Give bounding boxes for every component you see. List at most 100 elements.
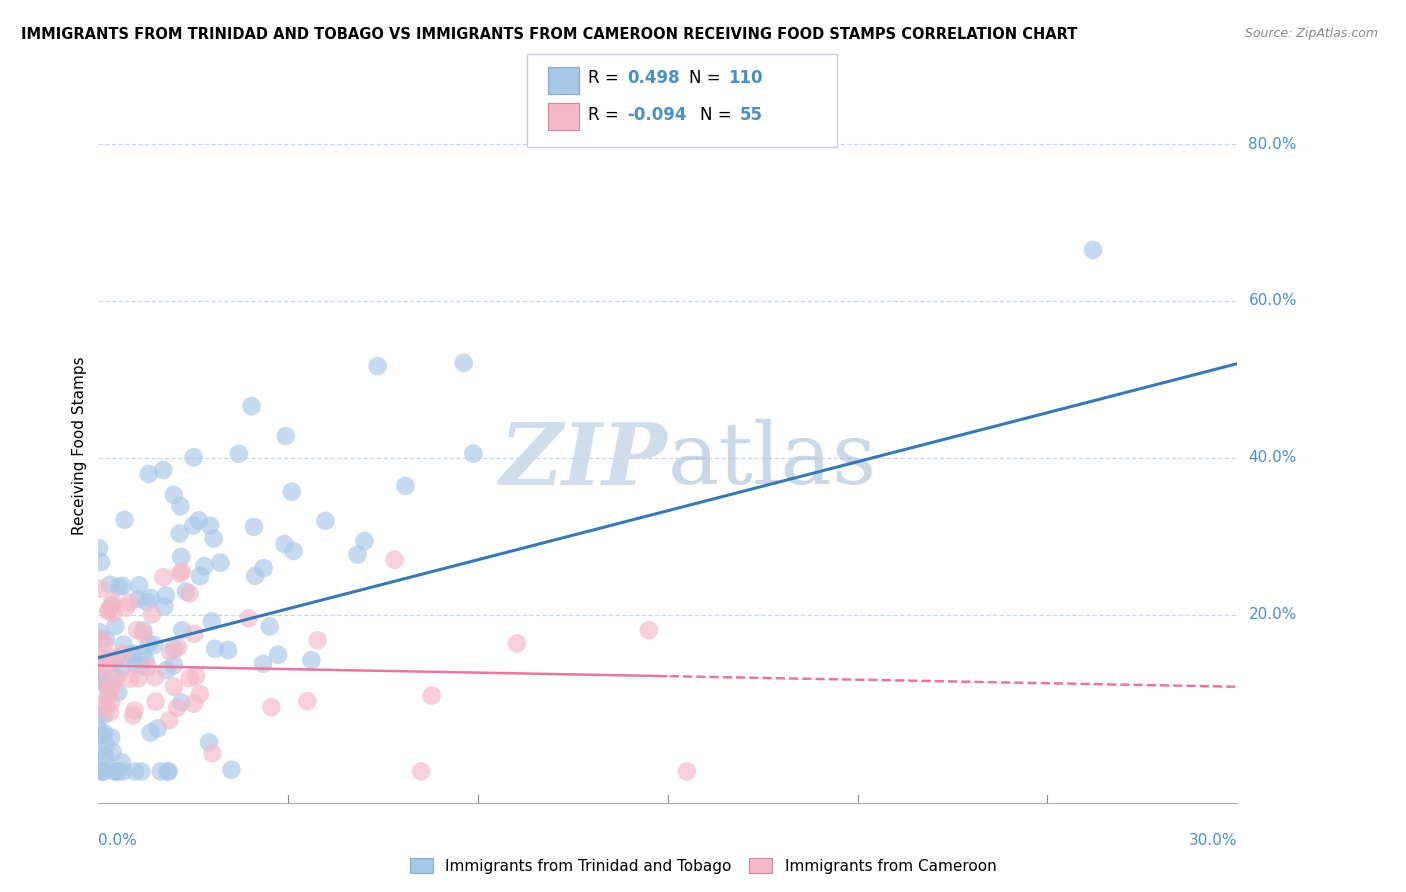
Point bbox=[201, 746, 224, 760]
Point bbox=[111, 647, 134, 661]
Point bbox=[87, 673, 110, 687]
Point bbox=[101, 599, 124, 613]
Point bbox=[201, 615, 224, 629]
Point bbox=[105, 672, 128, 686]
Point bbox=[157, 764, 180, 779]
Point bbox=[94, 632, 117, 646]
Point bbox=[259, 619, 281, 633]
Point bbox=[118, 595, 141, 609]
Point bbox=[169, 526, 191, 541]
Point bbox=[353, 534, 375, 549]
Point bbox=[181, 518, 204, 533]
Text: N =: N = bbox=[700, 106, 737, 124]
Point bbox=[87, 708, 110, 723]
Point bbox=[183, 627, 205, 641]
Point bbox=[100, 695, 122, 709]
Point bbox=[170, 565, 193, 579]
Point bbox=[145, 695, 167, 709]
Point bbox=[228, 447, 250, 461]
Point bbox=[163, 641, 186, 656]
Point bbox=[108, 580, 131, 594]
Point bbox=[283, 544, 305, 558]
Point bbox=[111, 756, 134, 770]
Point bbox=[93, 752, 115, 766]
Point bbox=[163, 488, 186, 502]
Point bbox=[107, 685, 129, 699]
Point bbox=[420, 689, 443, 703]
Point bbox=[104, 764, 127, 779]
Point bbox=[98, 684, 121, 698]
Point bbox=[112, 764, 135, 779]
Point bbox=[93, 674, 115, 689]
Point bbox=[187, 513, 209, 527]
Point bbox=[120, 672, 142, 686]
Point bbox=[260, 700, 283, 714]
Point bbox=[463, 447, 485, 461]
Text: 60.0%: 60.0% bbox=[1249, 293, 1296, 309]
Point bbox=[394, 479, 416, 493]
Point bbox=[121, 648, 143, 662]
Point bbox=[299, 653, 322, 667]
Point bbox=[103, 607, 125, 621]
Point bbox=[93, 637, 115, 651]
Point bbox=[93, 707, 115, 722]
Point bbox=[167, 640, 190, 655]
Point bbox=[121, 647, 143, 661]
Point bbox=[273, 537, 295, 551]
Point bbox=[166, 700, 188, 714]
Point bbox=[146, 722, 169, 736]
Text: IMMIGRANTS FROM TRINIDAD AND TOBAGO VS IMMIGRANTS FROM CAMEROON RECEIVING FOOD S: IMMIGRANTS FROM TRINIDAD AND TOBAGO VS I… bbox=[21, 27, 1077, 42]
Point bbox=[384, 552, 406, 566]
Point bbox=[281, 484, 304, 499]
Point bbox=[193, 559, 215, 574]
Point bbox=[183, 450, 205, 465]
Point bbox=[115, 600, 138, 615]
Point bbox=[243, 569, 266, 583]
Point bbox=[143, 670, 166, 684]
Point bbox=[139, 591, 162, 606]
Text: 0.498: 0.498 bbox=[627, 70, 679, 87]
Point bbox=[141, 607, 163, 622]
Point bbox=[90, 764, 112, 779]
Point bbox=[91, 764, 114, 779]
Text: 30.0%: 30.0% bbox=[1189, 833, 1237, 847]
Point bbox=[89, 625, 111, 640]
Point bbox=[156, 764, 179, 779]
Point bbox=[184, 669, 207, 683]
Point bbox=[96, 738, 118, 752]
Point bbox=[111, 579, 134, 593]
Point bbox=[174, 584, 197, 599]
Point bbox=[297, 694, 319, 708]
Point bbox=[453, 356, 475, 370]
Point bbox=[127, 623, 149, 637]
Point bbox=[676, 764, 699, 779]
Text: ZIP: ZIP bbox=[501, 418, 668, 502]
Point bbox=[125, 657, 148, 671]
Point bbox=[105, 651, 128, 665]
Text: 110: 110 bbox=[728, 70, 763, 87]
Point bbox=[89, 632, 111, 646]
Point bbox=[506, 636, 529, 650]
Text: 80.0%: 80.0% bbox=[1249, 136, 1296, 152]
Point bbox=[252, 657, 274, 671]
Point bbox=[98, 577, 121, 591]
Point bbox=[183, 697, 205, 711]
Text: 40.0%: 40.0% bbox=[1249, 450, 1296, 466]
Point bbox=[209, 556, 232, 570]
Point bbox=[114, 513, 136, 527]
Legend: Immigrants from Trinidad and Tobago, Immigrants from Cameroon: Immigrants from Trinidad and Tobago, Imm… bbox=[404, 852, 1002, 880]
Point bbox=[314, 514, 336, 528]
Point bbox=[157, 713, 180, 727]
Point bbox=[101, 745, 124, 759]
Point bbox=[243, 520, 266, 534]
Point bbox=[93, 654, 115, 668]
Point bbox=[132, 627, 155, 641]
Point bbox=[238, 611, 260, 625]
Point bbox=[103, 678, 125, 692]
Point bbox=[104, 764, 127, 779]
Point bbox=[152, 463, 174, 477]
Point bbox=[136, 660, 159, 674]
Point bbox=[124, 764, 146, 779]
Point bbox=[96, 676, 118, 690]
Point bbox=[107, 764, 129, 779]
